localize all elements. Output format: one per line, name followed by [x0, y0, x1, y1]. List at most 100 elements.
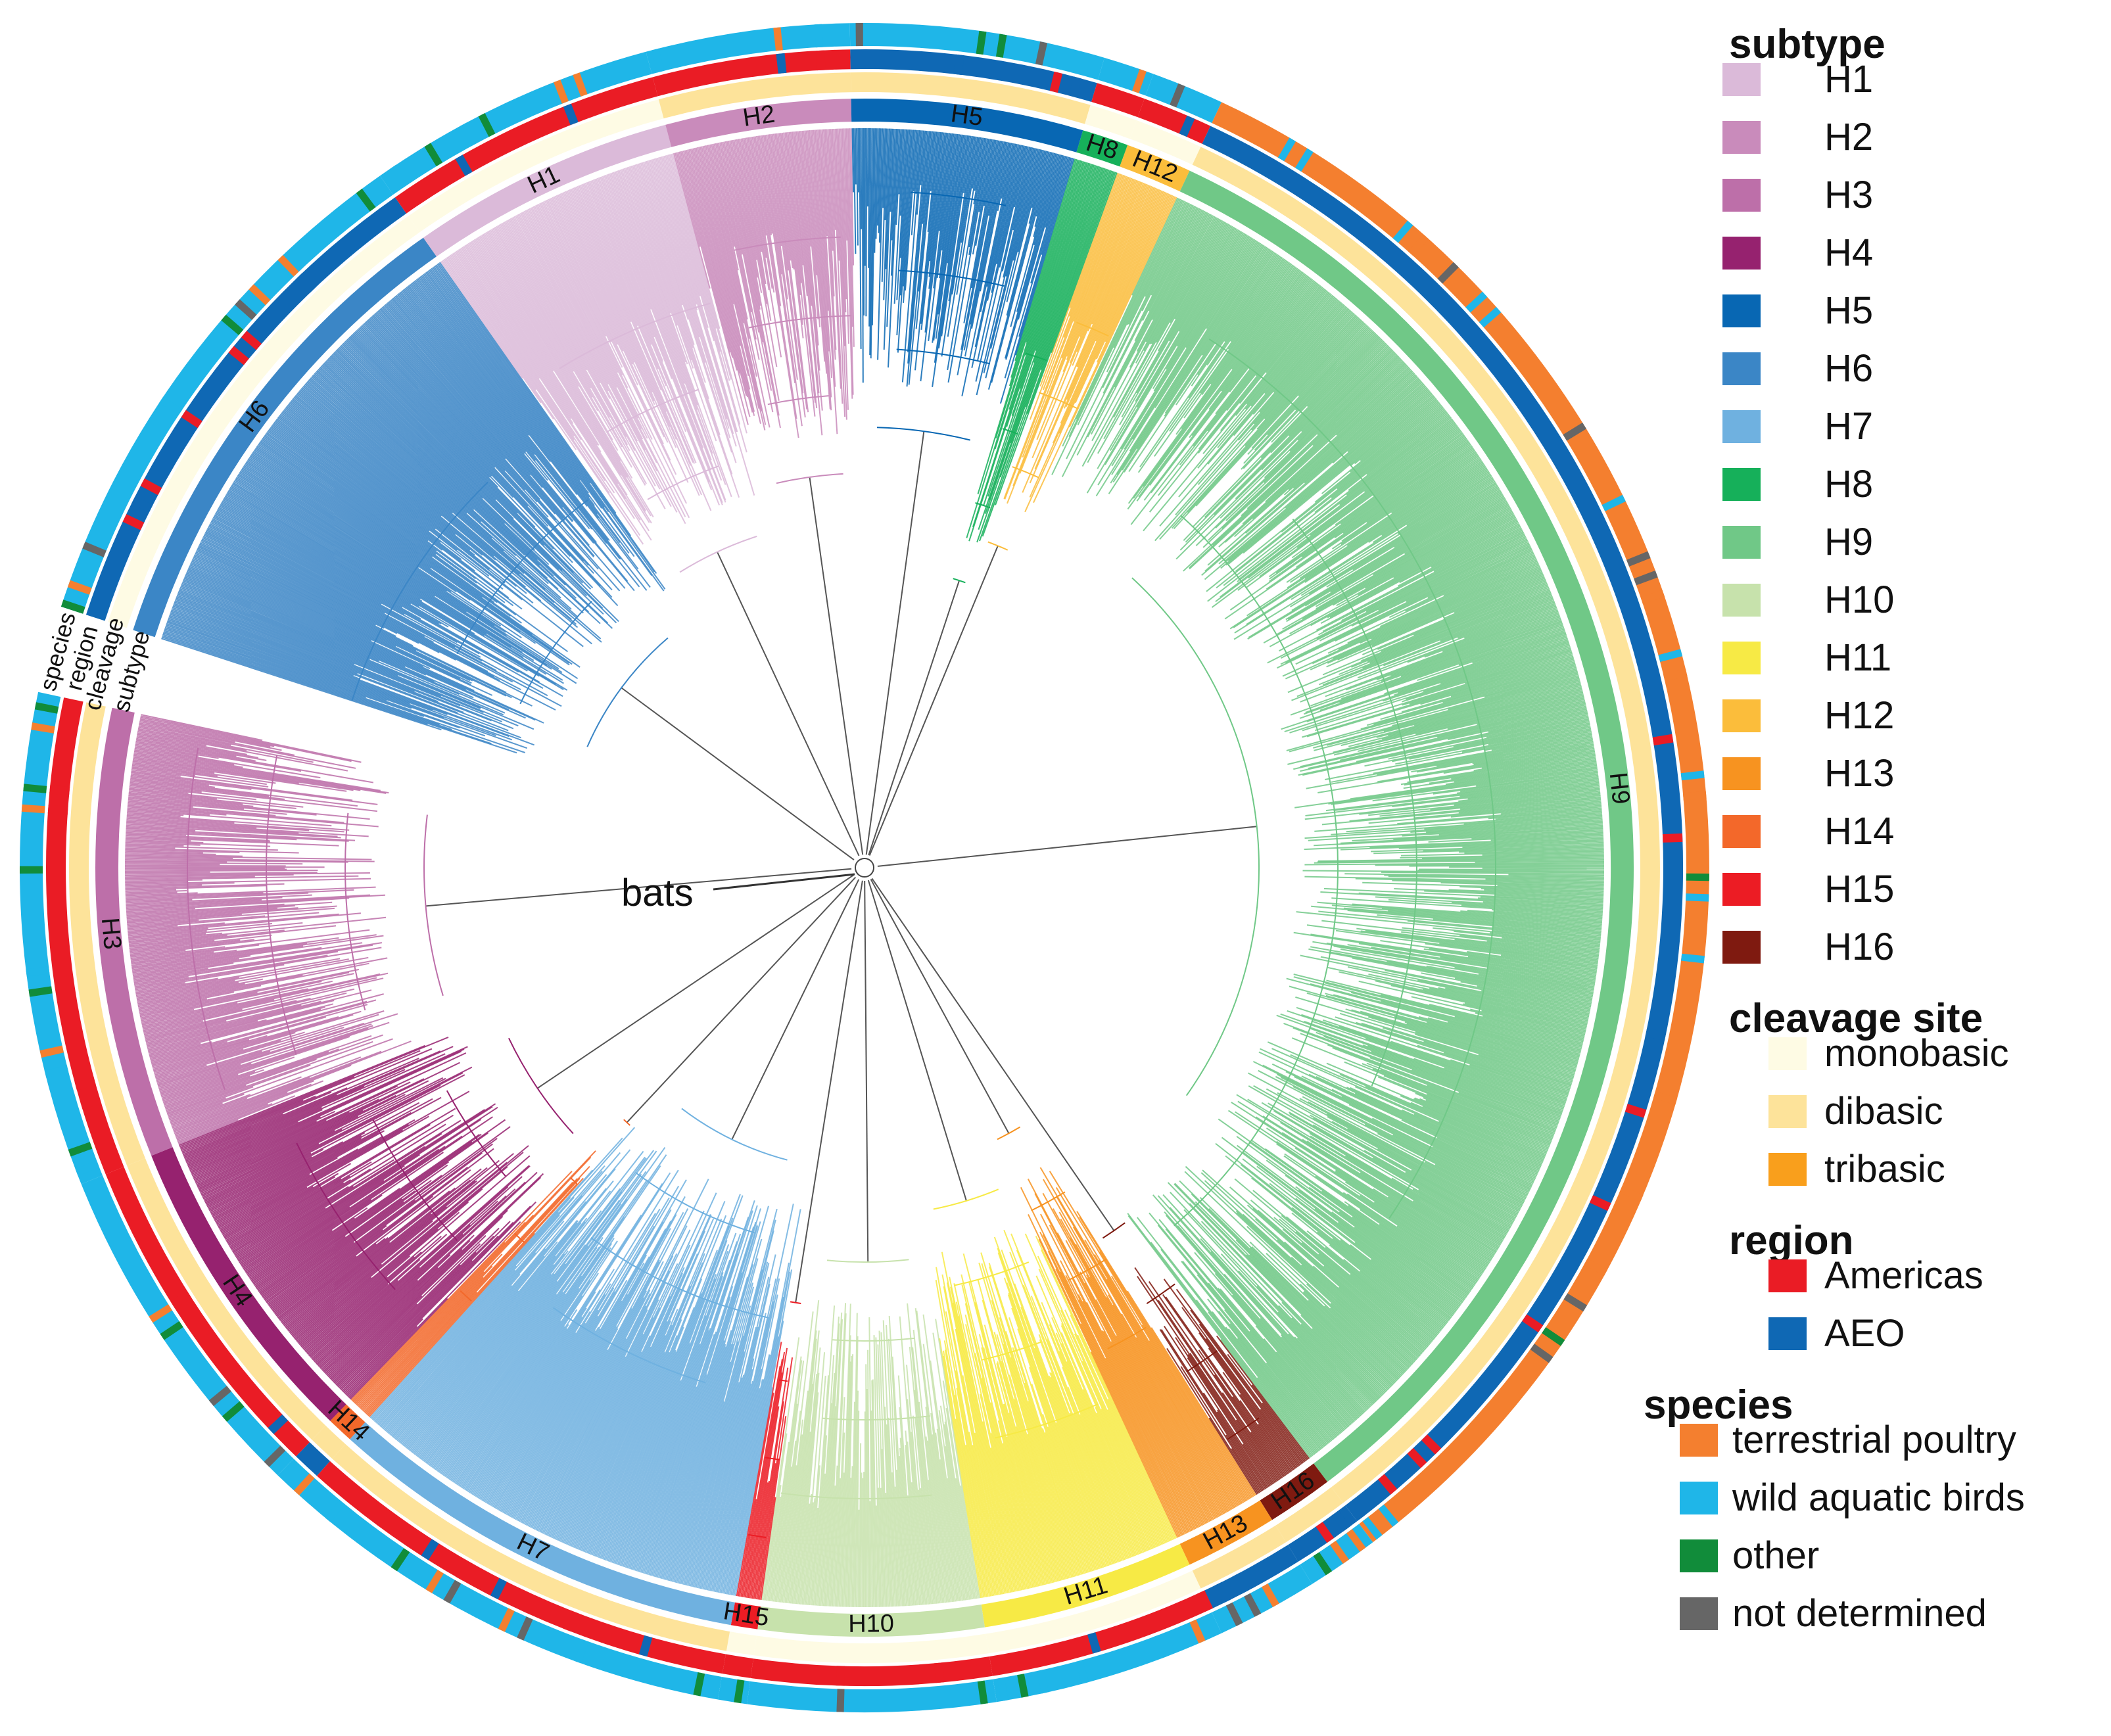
species-ring-segment — [747, 1679, 997, 1713]
clade-h2-ring-segments — [646, 23, 852, 147]
species-ring-segment — [1145, 74, 1222, 124]
clade-h11-branches — [867, 880, 1177, 1599]
cleavage-ring-segment — [985, 1570, 1201, 1654]
legend-label-h3: H3 — [1824, 174, 1873, 216]
cleavage-ring-segment — [332, 1443, 730, 1651]
region-ring-segment — [1091, 83, 1145, 118]
legend-label-h4: H4 — [1824, 231, 1873, 274]
legend-swatch-not-determined — [1680, 1597, 1718, 1630]
cleavage-ring-segment — [408, 99, 664, 233]
subtype-ring-segment — [151, 1147, 346, 1421]
legend-label-h16: H16 — [1824, 926, 1894, 968]
legend-swatch-h13 — [1722, 757, 1761, 790]
region-ring-segment — [750, 1656, 993, 1687]
legend-label-not-determined: not determined — [1732, 1592, 1987, 1635]
subtype-ring-segment — [851, 99, 1083, 152]
clade-h15-branches — [736, 880, 863, 1601]
clade-h11-ring-segments — [981, 1543, 1222, 1702]
annotation-rings — [19, 23, 1709, 1713]
clade-h2-branches — [673, 128, 864, 855]
clade-label-h5: H5 — [949, 100, 985, 131]
legend-swatch-h3 — [1722, 179, 1761, 212]
clade-label-h9: H9 — [1604, 771, 1635, 806]
root-node — [855, 858, 874, 878]
legend-swatch-monobasic — [1768, 1037, 1807, 1070]
clade-h4-branches — [178, 874, 854, 1400]
species-ring-segment — [993, 1612, 1222, 1702]
species-ring-segment — [299, 1478, 722, 1700]
legend-label-h5: H5 — [1824, 289, 1873, 332]
legend-swatch-h8 — [1722, 468, 1761, 501]
clade-h9-ring-segments — [1179, 102, 1709, 1543]
legend-heading-subtype: subtype — [1729, 22, 1886, 67]
species-ring-segment — [1212, 102, 1709, 1543]
legend-swatch-wild-aquatic-birds — [1680, 1482, 1718, 1514]
legend-label-h13: H13 — [1824, 752, 1894, 795]
cleavage-ring-segment — [312, 1425, 346, 1459]
subtype-ring-segment — [133, 237, 437, 638]
legend-swatch-h6 — [1722, 352, 1761, 385]
cleavage-ring-segment — [1129, 120, 1201, 165]
clade-h5-branches — [851, 128, 1075, 855]
legend-label-h9: H9 — [1824, 521, 1873, 563]
legend-heading-region: region — [1729, 1218, 1853, 1263]
cleavage-ring-segment — [753, 1633, 989, 1663]
subtype-ring-segment — [1120, 145, 1190, 192]
subtype-ring-segment — [95, 707, 173, 1156]
clade-h9-branches — [877, 197, 1605, 1459]
clade-label-h10: H10 — [848, 1610, 894, 1638]
legend-swatch-dibasic — [1768, 1095, 1807, 1128]
subtype-ring-segment — [757, 1605, 985, 1637]
clade-h3-ring-segments — [20, 692, 173, 1185]
clade-h14-branches — [350, 876, 857, 1417]
legend-label-h7: H7 — [1824, 405, 1873, 448]
legend-swatch-h5 — [1722, 294, 1761, 327]
legend-swatch-h12 — [1722, 699, 1761, 732]
legend-label-aeo: AEO — [1824, 1312, 1905, 1355]
region-ring-segment — [1202, 126, 1684, 1522]
legend-swatch-h4 — [1722, 237, 1761, 270]
legend-swatch-h11 — [1722, 642, 1761, 674]
clade-h4-ring-segments — [81, 1147, 346, 1476]
legend-label-terrestrial-poultry: terrestrial poultry — [1732, 1419, 2016, 1461]
clade-h6-branches — [161, 262, 855, 860]
legend-swatch-other — [1680, 1539, 1718, 1572]
legend-label-other: other — [1732, 1534, 1819, 1577]
cleavage-ring-segment — [1085, 105, 1137, 139]
legend-swatch-h1 — [1722, 63, 1761, 96]
clade-h1-branches — [440, 153, 860, 856]
region-ring-segment — [85, 197, 407, 621]
region-ring-segment — [296, 1442, 330, 1476]
region-ring-segment — [394, 77, 658, 214]
clade-h16-branches — [871, 878, 1310, 1495]
subtype-ring-segment — [330, 1404, 366, 1440]
cleavage-ring-segment — [108, 216, 420, 628]
legend-label-h14: H14 — [1824, 810, 1894, 853]
ring-variation-ticks — [19, 23, 1709, 1712]
cleavage-ring-segment — [127, 1158, 326, 1440]
legend-swatch-h14 — [1722, 815, 1761, 848]
subtype-ring-segment — [665, 99, 852, 147]
legend-swatch-aeo — [1768, 1317, 1807, 1350]
legend-swatch-h2 — [1722, 121, 1761, 154]
clade-h12-branches — [868, 172, 1177, 856]
legend-label-h12: H12 — [1824, 694, 1894, 737]
cleavage-ring-segment — [1275, 1487, 1344, 1543]
legend-swatch-h9 — [1722, 526, 1761, 559]
subtype-ring-segment — [1260, 1463, 1328, 1520]
clade-label-h15: H15 — [721, 1597, 771, 1631]
clade-h10-branches — [761, 880, 980, 1608]
subtype-ring-segment — [981, 1543, 1190, 1628]
legend-swatch-h7 — [1722, 410, 1761, 443]
species-ring-segment — [717, 1677, 750, 1704]
clade-h8-branches — [868, 158, 1118, 856]
legend-label-h2: H2 — [1824, 116, 1873, 158]
clade-label-h2: H2 — [741, 101, 776, 132]
legend-label-h8: H8 — [1824, 463, 1873, 505]
legend-label-wild-aquatic-birds: wild aquatic birds — [1732, 1476, 2025, 1519]
subtype-ring-segment — [1179, 170, 1634, 1482]
subtype-ring-segment — [350, 1422, 735, 1626]
region-ring-segment — [46, 697, 124, 1175]
